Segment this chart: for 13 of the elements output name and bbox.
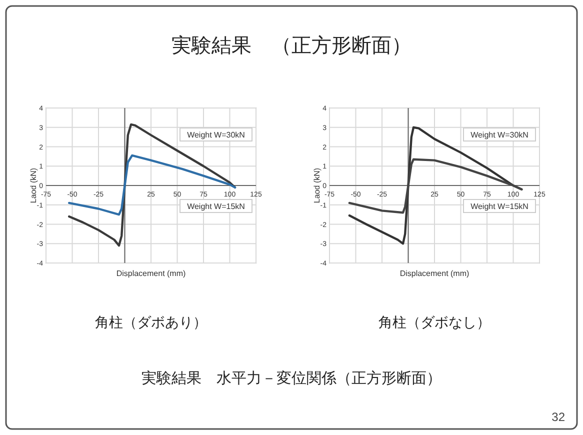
y-axis-title: Laod (kN) [312, 168, 322, 204]
x-axis-title: Displacement (mm) [400, 269, 470, 278]
series-label: Weight W=15kN [470, 202, 529, 211]
text: 角柱（ダボなし） [378, 314, 490, 330]
text: 実験結果 （正方形断面） [172, 34, 412, 57]
text: 実験結果 水平力－変位関係（正方形断面） [142, 370, 442, 387]
text: 32 [552, 410, 566, 424]
series-label: Weight W=30kN [187, 130, 246, 140]
y-axis-title: Laod (kN) [29, 168, 38, 204]
x-axis-title: Displacement (mm) [116, 269, 186, 278]
text: 角柱（ダボあり） [95, 314, 207, 330]
text: Weight W=30kN [470, 130, 529, 140]
text: Weight W=15kN [187, 202, 246, 211]
